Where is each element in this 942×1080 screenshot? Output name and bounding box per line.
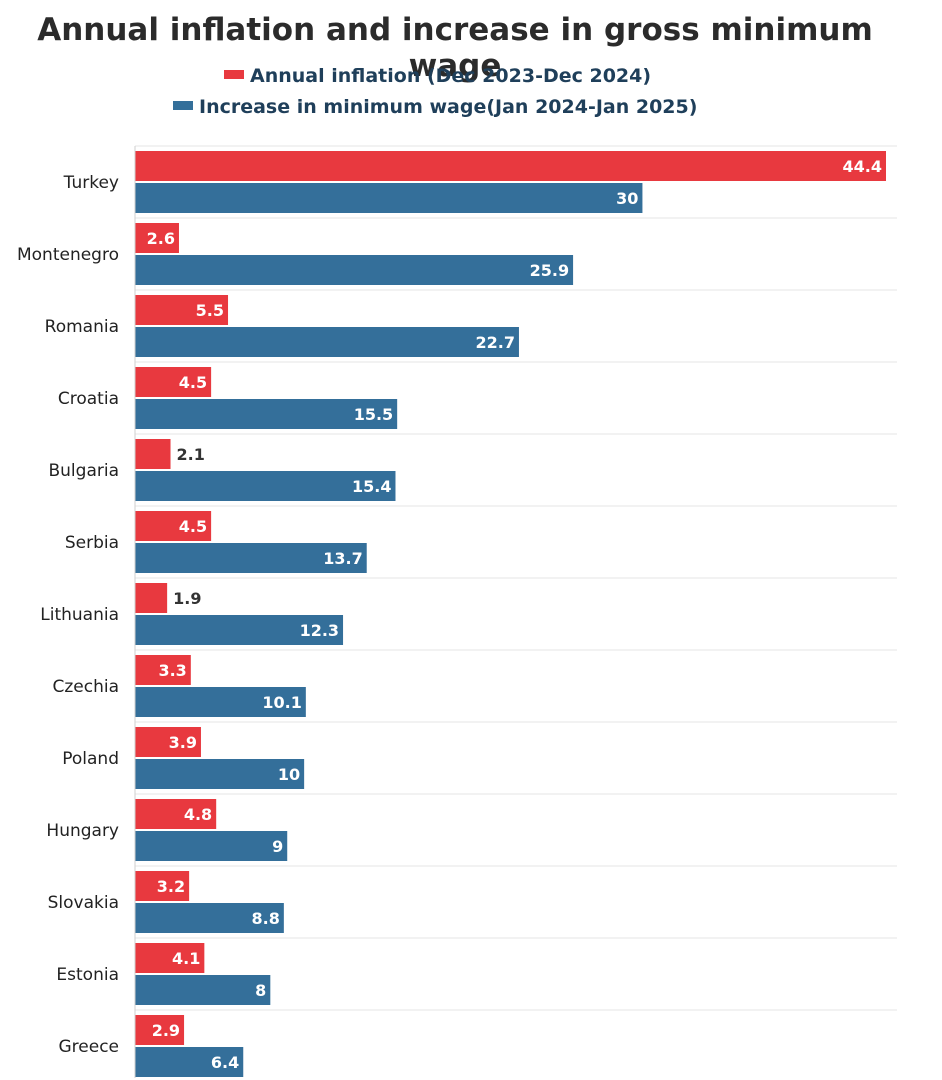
bar-minimum-wage	[135, 399, 398, 429]
data-label: 3.9	[169, 733, 197, 752]
data-label: 4.5	[179, 373, 207, 392]
category-label: Romania	[45, 317, 119, 337]
category-label: Montenegro	[17, 245, 119, 265]
bar-minimum-wage	[135, 183, 643, 213]
data-label: 5.5	[196, 301, 224, 320]
chart-title: Annual inflation and increase in gross m…	[37, 12, 873, 84]
data-label: 9	[272, 837, 283, 856]
bar-minimum-wage	[135, 327, 519, 357]
bar-inflation	[135, 511, 212, 541]
data-label: 4.1	[172, 949, 200, 968]
bar-inflation	[135, 223, 179, 253]
bar-inflation	[135, 799, 217, 829]
category-label: Hungary	[46, 821, 119, 841]
bar-minimum-wage	[135, 1047, 244, 1077]
data-label: 6.4	[211, 1053, 239, 1072]
bar-inflation	[135, 655, 191, 685]
category-label: Serbia	[65, 533, 119, 553]
bar-inflation	[135, 943, 205, 973]
bar-minimum-wage	[135, 759, 305, 789]
legend-swatch-inflation	[224, 70, 244, 79]
legend-label-inflation: Annual inflation (Dec 2023-Dec 2024)	[250, 65, 652, 87]
data-label: 2.1	[177, 445, 205, 464]
data-label: 4.8	[184, 805, 212, 824]
category-label: Bulgaria	[49, 461, 120, 481]
bar-inflation	[135, 727, 201, 757]
data-label: 13.7	[323, 549, 362, 568]
category-label: Turkey	[63, 173, 119, 193]
data-label: 8	[255, 981, 266, 1000]
bar-inflation	[135, 1015, 185, 1045]
bar-inflation	[135, 439, 171, 469]
data-label: 25.9	[530, 261, 569, 280]
bar-inflation	[135, 871, 190, 901]
data-label: 4.5	[179, 517, 207, 536]
bar-inflation	[135, 583, 168, 613]
data-label: 30	[616, 189, 638, 208]
category-label: Estonia	[56, 965, 119, 985]
bar-minimum-wage	[135, 687, 306, 717]
category-label: Czechia	[52, 677, 119, 697]
category-label: Croatia	[58, 389, 119, 409]
bar-minimum-wage	[135, 471, 396, 501]
legend-swatch-minimum-wage	[173, 101, 193, 110]
bar-inflation	[135, 295, 229, 325]
bar-inflation	[135, 151, 886, 181]
bar-minimum-wage	[135, 543, 367, 573]
data-label: 44.4	[843, 157, 882, 176]
data-label: 15.5	[354, 405, 393, 424]
bar-minimum-wage	[135, 975, 271, 1005]
category-label: Lithuania	[40, 605, 119, 625]
data-label: 3.2	[157, 877, 185, 896]
legend-item-inflation: Annual inflation (Dec 2023-Dec 2024)	[224, 65, 651, 87]
category-label: Greece	[58, 1037, 119, 1057]
data-label: 22.7	[475, 333, 514, 352]
data-label: 10.1	[262, 693, 301, 712]
data-label: 12.3	[300, 621, 339, 640]
legend-item-minimum-wage: Increase in minimum wage(Jan 2024-Jan 20…	[173, 96, 697, 118]
legend-label-minimum-wage: Increase in minimum wage(Jan 2024-Jan 20…	[199, 96, 698, 118]
data-label: 8.8	[252, 909, 280, 928]
data-label: 10	[278, 765, 300, 784]
bar-minimum-wage	[135, 255, 574, 285]
data-label: 2.6	[147, 229, 175, 248]
bar-minimum-wage	[135, 903, 284, 933]
data-label: 1.9	[173, 589, 201, 608]
category-label: Slovakia	[48, 893, 119, 913]
data-label: 2.9	[152, 1021, 180, 1040]
category-label: Poland	[62, 749, 119, 769]
bar-inflation	[135, 367, 212, 397]
data-label: 3.3	[158, 661, 186, 680]
data-label: 15.4	[352, 477, 391, 496]
bar-minimum-wage	[135, 831, 288, 861]
bar-minimum-wage	[135, 615, 344, 645]
